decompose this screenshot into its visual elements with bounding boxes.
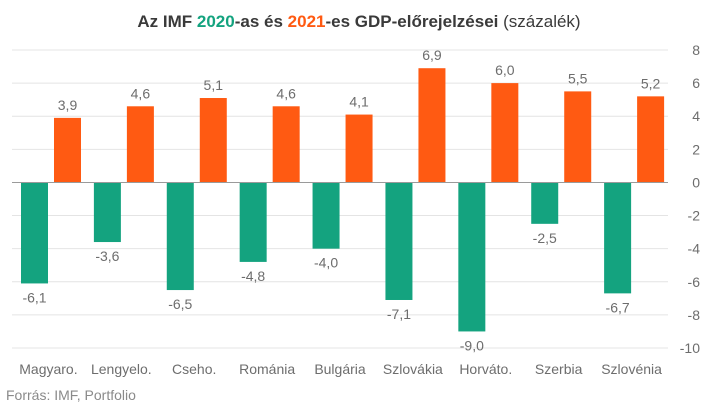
bar-2020	[166, 182, 194, 291]
bar-2020	[385, 182, 413, 300]
value-label-2021: 6,9	[422, 47, 442, 63]
source-note: Forrás: IMF, Portfolio	[6, 387, 136, 403]
x-tick-label: Magyaro.	[19, 361, 77, 377]
bar-2021	[564, 91, 592, 183]
value-label-2020: -9,0	[460, 337, 484, 353]
value-label-2020: -7,1	[387, 306, 411, 322]
y-tick-label: 0	[692, 174, 700, 190]
title-year-2021: 2021	[287, 12, 326, 31]
value-label-2020: -6,7	[606, 299, 630, 315]
value-label-2021: 4,6	[276, 85, 296, 101]
bar-2020	[239, 182, 267, 262]
bar-2020	[458, 182, 486, 332]
y-tick-label: -6	[688, 274, 701, 290]
x-tick-label: Szlovákia	[383, 361, 443, 377]
bar-2020	[604, 182, 632, 294]
bar-2021	[418, 68, 446, 183]
bar-2021	[345, 114, 373, 183]
value-label-2021: 5,5	[568, 70, 588, 86]
bar-2021	[637, 96, 665, 183]
bar-2020	[312, 182, 340, 249]
x-tick-label: Cseho.	[172, 361, 216, 377]
x-tick-label: Horváto.	[459, 361, 512, 377]
x-tick-label: Bulgária	[314, 361, 366, 377]
title-unit: (százalék)	[503, 12, 581, 31]
title-suffix: -es GDP-előrejelzései	[325, 12, 504, 31]
bar-2021	[272, 106, 300, 183]
y-tick-label: -2	[688, 208, 701, 224]
y-tick-label: 4	[692, 108, 700, 124]
value-label-2021: 6,0	[495, 62, 515, 78]
value-label-2021: 3,9	[58, 97, 78, 113]
value-label-2020: -4,8	[241, 268, 265, 284]
y-tick-label: -10	[680, 340, 700, 356]
chart-title: Az IMF 2020-as és 2021-es GDP-előrejelzé…	[0, 12, 718, 32]
value-label-2020: -2,5	[533, 230, 557, 246]
value-label-2021: 5,1	[204, 77, 224, 93]
y-tick-label: -4	[688, 241, 701, 257]
x-tick-label: Lengyelo.	[91, 361, 152, 377]
bar-2021	[491, 83, 519, 183]
bar-2020	[21, 182, 48, 284]
title-year-2020: 2020	[196, 12, 235, 31]
x-tick-label: Szerbia	[535, 361, 583, 377]
value-label-2020: -4,0	[314, 255, 338, 271]
bar-2020	[93, 182, 121, 243]
title-prefix: Az IMF	[137, 12, 197, 31]
y-tick-label: 2	[692, 141, 700, 157]
y-tick-label: 8	[692, 42, 700, 58]
y-tick-label: 6	[692, 75, 700, 91]
value-label-2020: -3,6	[95, 248, 119, 264]
value-label-2020: -6,1	[22, 289, 46, 305]
bar-2021	[199, 98, 227, 183]
bar-2020	[531, 182, 559, 224]
y-tick-label: -8	[688, 307, 701, 323]
x-tick-label: Szlovénia	[601, 361, 662, 377]
x-tick-label: Románia	[239, 361, 295, 377]
value-label-2021: 4,1	[349, 94, 369, 110]
value-label-2021: 4,6	[131, 85, 151, 101]
bar-2021	[54, 117, 81, 183]
value-label-2020: -6,5	[168, 296, 192, 312]
title-middle: -as és	[234, 12, 288, 31]
bar-2021	[126, 106, 154, 183]
value-label-2021: 5,2	[641, 75, 661, 91]
